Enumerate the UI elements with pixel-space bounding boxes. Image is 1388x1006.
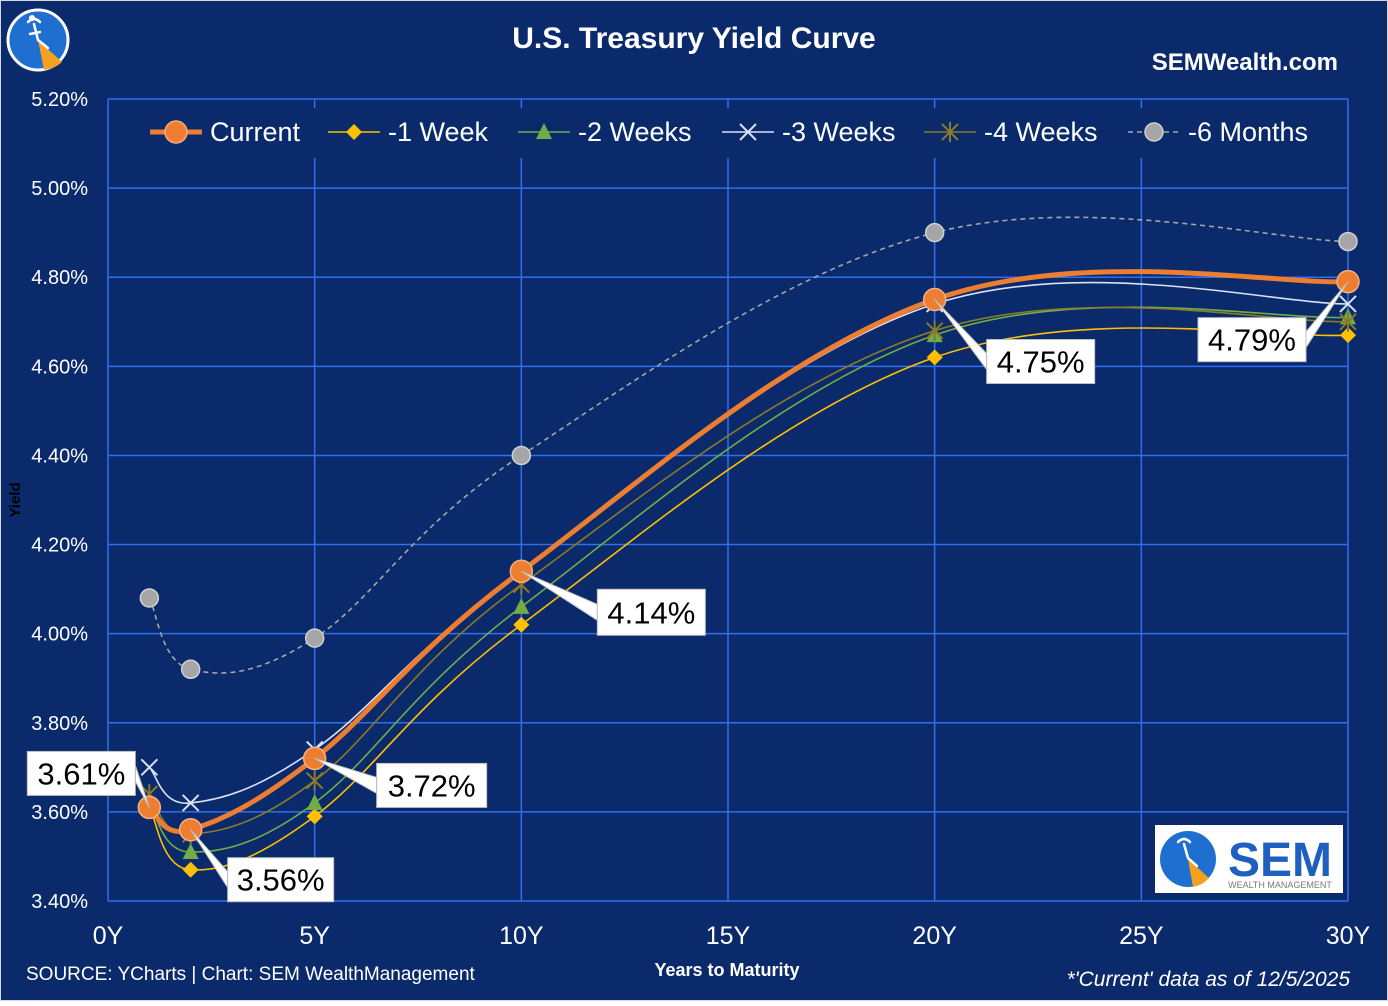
y-tick-label: 5.00% <box>31 178 88 200</box>
data-point <box>1339 295 1357 313</box>
chart-legend: Current -1 Week -2 Weeks -3 Weeks -4 Weeks -6… <box>120 108 1335 158</box>
chart-title: U.S. Treasury Yield Curve <box>512 22 876 55</box>
data-label-text: 3.56% <box>237 863 325 898</box>
x-tick-label: 5Y <box>299 922 330 950</box>
x-axis-ticks: 0Y 5Y 10Y 15Y 20Y 25Y 30Y <box>93 922 1371 950</box>
data-point <box>182 842 199 859</box>
x-tick-label: 30Y <box>1326 922 1371 950</box>
legend-marker <box>164 120 188 144</box>
data-point <box>511 445 532 466</box>
data-point <box>182 861 199 878</box>
legend-label: -4 Weeks <box>984 117 1098 147</box>
series-line <box>148 327 1349 871</box>
data-point <box>306 793 323 810</box>
legend-label: -6 Months <box>1188 117 1308 147</box>
data-point <box>513 597 530 614</box>
data-point <box>1338 231 1358 252</box>
logo-brand: SEM <box>1228 834 1332 887</box>
legend-label: Current <box>210 117 301 147</box>
data-label-text: 3.72% <box>388 768 476 803</box>
legend-marker <box>536 123 552 139</box>
grid-lines <box>107 98 1349 902</box>
data-label-text: 3.61% <box>37 756 125 791</box>
data-point <box>513 616 530 633</box>
legend-marker <box>1144 122 1164 142</box>
x-tick-label: 15Y <box>706 922 751 950</box>
sem-logo-icon <box>6 8 70 72</box>
legend-background <box>120 108 1335 158</box>
legend-marker <box>739 123 757 141</box>
data-label-callout: 4.79% <box>1197 281 1349 363</box>
legend-item: -6 Months <box>1128 117 1308 147</box>
y-tick-label: 4.80% <box>31 267 88 289</box>
legend-item: -4 Weeks <box>924 117 1098 147</box>
legend-label: -2 Weeks <box>578 117 692 147</box>
annotations: 3.61% 3.56% 3.72% 4.14% 4.75% 4.79% <box>26 281 1349 903</box>
y-tick-label: 3.40% <box>31 891 88 913</box>
y-axis-label: Yield <box>7 482 24 517</box>
data-point <box>305 770 324 791</box>
data-point <box>926 349 943 366</box>
data-label-text: 4.14% <box>607 595 695 630</box>
legend-marker <box>941 122 959 142</box>
series-prior-5 <box>139 216 1358 680</box>
data-point <box>139 588 160 608</box>
legend-marker <box>346 124 362 140</box>
data-label-callout: 4.75% <box>934 299 1096 384</box>
series-line <box>148 216 1349 674</box>
logo-tagline: WEALTH MANAGEMENT <box>1228 880 1332 890</box>
y-tick-label: 4.60% <box>31 356 88 378</box>
data-date-note: *'Current' data as of 12/5/2025 <box>1066 968 1350 991</box>
legend-label: -3 Weeks <box>782 117 896 147</box>
x-tick-label: 25Y <box>1119 922 1164 950</box>
data-point <box>306 808 323 825</box>
data-label-callout: 3.56% <box>190 829 335 903</box>
x-tick-label: 0Y <box>93 922 124 950</box>
data-point <box>924 222 945 243</box>
source-note: SOURCE: YCharts | Chart: SEM WealthManag… <box>26 964 476 985</box>
data-label-text: 4.79% <box>1208 323 1296 358</box>
y-tick-label: 3.80% <box>31 713 88 735</box>
x-tick-label: 10Y <box>499 922 544 950</box>
y-tick-label: 4.00% <box>31 624 88 646</box>
y-tick-label: 3.60% <box>31 802 88 824</box>
legend-item: Current <box>150 117 301 147</box>
data-label-callout: 3.72% <box>314 757 488 808</box>
data-point <box>180 659 201 680</box>
legend-item: -1 Week <box>328 117 489 147</box>
data-point <box>181 794 200 812</box>
y-tick-label: 5.20% <box>31 89 88 111</box>
data-label-text: 4.75% <box>997 345 1085 380</box>
data-point <box>1340 327 1356 344</box>
x-tick-label: 20Y <box>912 922 957 950</box>
sem-wealth-logo: SEM WEALTH MANAGEMENT <box>1155 825 1343 893</box>
data-label-callout: 4.14% <box>521 570 706 636</box>
y-axis-ticks: 3.40% 3.60% 3.80% 4.00% 4.20% 4.40% 4.60% 4.80%… <box>31 89 88 913</box>
data-point <box>925 320 944 341</box>
y-tick-label: 4.40% <box>31 445 88 467</box>
x-axis-label: Years to Maturity <box>654 960 799 980</box>
series-current <box>137 269 1360 842</box>
data-point <box>1339 311 1357 332</box>
legend-item: -2 Weeks <box>518 117 692 147</box>
y-tick-label: 4.20% <box>31 535 88 557</box>
data-point <box>140 758 159 777</box>
legend-label: -1 Week <box>388 117 489 147</box>
site-label: SEMWealth.com <box>1152 49 1338 76</box>
legend-item: -3 Weeks <box>722 117 896 147</box>
data-label-callout: 3.61% <box>26 750 150 808</box>
data-point <box>304 628 325 648</box>
series-lines <box>137 216 1360 878</box>
series-prior-1 <box>141 327 1356 878</box>
